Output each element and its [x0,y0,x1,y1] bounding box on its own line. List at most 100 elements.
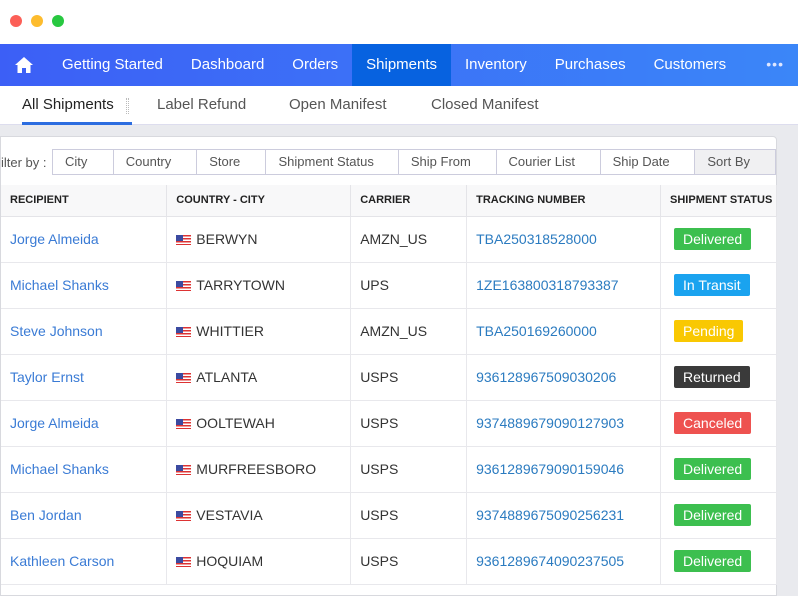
nav-shipments[interactable]: Shipments [352,44,452,86]
carrier-cell: AMZN_US [350,216,468,263]
status-badge: Delivered [674,550,752,572]
filter-label: Store [209,154,241,169]
tab-closed-manifest[interactable]: Closed Manifest [431,96,539,113]
city-text: BERWYN [196,231,258,247]
status-cell: Delivered [660,492,777,539]
nav-purchases[interactable]: Purchases [554,56,626,73]
sub-tabs: All Shipments Label Refund Open Manifest Cl… [0,86,798,125]
nav-getting-started[interactable]: Getting Started [62,56,163,73]
shipments-table: RECIPIENT COUNTRY - CITY CARRIER TRACKING N… [1,185,777,585]
us-flag-icon [176,465,192,475]
table-row[interactable]: Steve Johnson WHITTIER AMZN_US TBA250169260… [1,308,777,355]
status-badge: Pending [674,320,744,342]
recipient-link[interactable]: Michael Shanks [1,262,168,309]
us-flag-icon [176,511,192,521]
tab-label-refund[interactable]: Label Refund [157,96,247,113]
filter-store-dropdown[interactable]: Store [197,150,267,189]
home-icon[interactable] [0,57,48,73]
filter-shipment-status-dropdown[interactable]: Shipment Status [266,150,399,189]
us-flag-icon [176,419,192,429]
tab-open-manifest[interactable]: Open Manifest [289,96,387,113]
country-city-cell: TARRYTOWN [166,262,352,309]
recipient-link[interactable]: Taylor Ernst [1,354,168,401]
nav-inventory[interactable]: Inventory [465,56,527,73]
filter-sort-by-dropdown[interactable]: Sort By [695,150,775,189]
column-header-recipient[interactable]: RECIPIENT [1,185,168,217]
nav-orders[interactable]: Orders [292,56,339,73]
filter-label: Ship Date [612,154,670,169]
column-header-carrier[interactable]: CARRIER [350,185,468,217]
country-city-cell: OOLTEWAH [166,400,352,447]
maximize-window-button[interactable] [52,15,64,27]
tab-all-shipments[interactable]: All Shipments [22,96,114,113]
table-row[interactable]: Taylor Ernst ATLANTA USPS 9361289675090302​… [1,354,777,401]
tracking-number-link[interactable]: 9361289679090159046 [466,446,662,493]
status-badge: Delivered [674,228,752,250]
active-tab-indicator [22,122,132,125]
tracking-number-link[interactable]: TBA250169260000 [466,308,662,355]
minimize-window-button[interactable] [31,15,43,27]
recipient-link[interactable]: Steve Johnson [1,308,168,355]
status-cell: Delivered [660,538,777,585]
table-row[interactable]: Jorge Almeida BERWYN AMZN_US TBA25031852800… [1,216,777,263]
country-city-cell: BERWYN [166,216,352,263]
city-text: TARRYTOWN [196,277,285,293]
filter-ship-date-dropdown[interactable]: Ship Date [600,150,696,189]
recipient-link[interactable]: Jorge Almeida [1,216,168,263]
status-cell: Canceled [660,400,777,447]
status-badge: Delivered [674,504,752,526]
filter-label: City [65,154,88,169]
close-window-button[interactable] [10,15,22,27]
tracking-number-link[interactable]: 9361289675090302​06 [466,354,662,401]
filter-label: Courier List [508,154,575,169]
filter-courier-list-dropdown[interactable]: Courier List [496,150,601,189]
table-row[interactable]: Michael Shanks MURFREESBORO USPS 9361289679… [1,446,777,493]
country-city-cell: MURFREESBORO [166,446,352,493]
carrier-cell: UPS [350,262,468,309]
table-row[interactable]: Michael Shanks TARRYTOWN UPS 1ZE16380031879… [1,262,777,309]
recipient-link[interactable]: Jorge Almeida [1,400,168,447]
status-cell: Returned [660,354,777,401]
carrier-cell: USPS [350,538,468,585]
table-row[interactable]: Kathleen Carson HOQUIAM USPS 93612896740902… [1,538,777,585]
country-city-cell: VESTAVIA [166,492,352,539]
city-text: ATLANTA [196,369,258,385]
carrier-cell: USPS [350,354,468,401]
us-flag-icon [176,281,192,291]
status-badge: Returned [674,366,750,388]
tracking-number-link[interactable]: 9374889675090256231 [466,492,662,539]
carrier-cell: USPS [350,400,468,447]
column-header-country-city[interactable]: COUNTRY - CITY [166,185,352,217]
us-flag-icon [176,235,192,245]
column-header-tracking-number[interactable]: TRACKING NUMBER [466,185,662,217]
nav-dashboard[interactable]: Dashboard [190,56,265,73]
status-cell: Pending [660,308,777,355]
filter-city-dropdown[interactable]: City [53,150,114,189]
status-badge: Canceled [674,412,752,434]
filter-label: Sort By [707,154,750,169]
filter-label: Country [125,154,172,169]
filter-country-dropdown[interactable]: Country [113,150,198,189]
shipments-card: ilter by : City Country Store Shipment Stat… [0,136,777,596]
city-text: OOLTEWAH [196,415,275,431]
status-cell: Delivered [660,216,777,263]
city-text: WHITTIER [196,323,264,339]
filter-label: Ship From [410,154,471,169]
nav-customers[interactable]: Customers [653,56,727,73]
filter-bar: City Country Store Shipment Status Ship From… [52,149,776,189]
tracking-number-link[interactable]: 9361289674090237505 [466,538,662,585]
table-row[interactable]: Jorge Almeida OOLTEWAH USPS 937488967909012… [1,400,777,447]
us-flag-icon [176,373,192,383]
tracking-number-link[interactable]: TBA250318528000 [466,216,662,263]
recipient-link[interactable]: Michael Shanks [1,446,168,493]
tracking-number-link[interactable]: 1ZE163800318793387 [466,262,662,309]
recipient-link[interactable]: Kathleen Carson [1,538,168,585]
more-icon[interactable]: ••• [766,56,784,72]
table-row[interactable]: Ben Jordan VESTAVIA USPS 937488967509025623… [1,492,777,539]
filter-ship-from-dropdown[interactable]: Ship From [398,150,497,189]
recipient-link[interactable]: Ben Jordan [1,492,168,539]
tracking-number-link[interactable]: 9374889679090127903 [466,400,662,447]
us-flag-icon [176,327,192,337]
carrier-cell: AMZN_US [350,308,468,355]
column-header-shipment-status[interactable]: SHIPMENT STATUS [660,185,777,217]
